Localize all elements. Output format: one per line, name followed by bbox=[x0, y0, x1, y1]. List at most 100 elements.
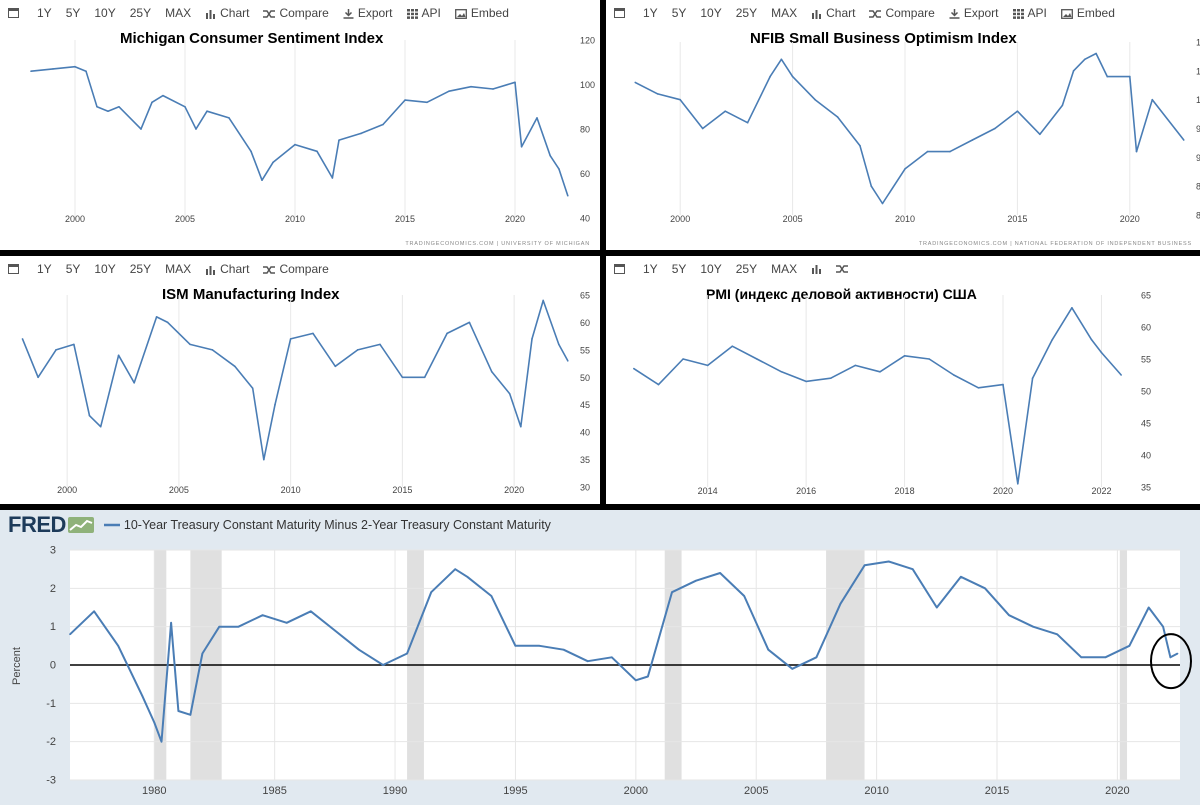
toolbar-max-button[interactable]: MAX bbox=[771, 6, 798, 20]
data-point bbox=[839, 602, 842, 605]
michigan-panel: 1Y 5Y 10Y 25Y MAX Chart Compare Export API Embed … bbox=[0, 0, 600, 250]
toolbar-25y-button[interactable]: 25Y bbox=[129, 262, 152, 276]
toolbar-5y-button[interactable]: 5Y bbox=[65, 6, 81, 20]
toolbar-25y-button[interactable]: 25Y bbox=[735, 262, 758, 276]
data-point bbox=[904, 168, 906, 170]
x-tick-label: 2000 bbox=[57, 485, 77, 495]
toolbar-export-button[interactable]: Export bbox=[949, 6, 999, 20]
data-point bbox=[1169, 656, 1172, 659]
data-point bbox=[949, 150, 951, 153]
x-tick-label: 2000 bbox=[670, 214, 690, 224]
x-tick-label: 2015 bbox=[395, 214, 415, 224]
x-tick-label: 2020 bbox=[993, 486, 1013, 496]
chart-title: Michigan Consumer Sentiment Index bbox=[120, 30, 384, 47]
data-point bbox=[731, 345, 734, 347]
bar-chart-icon[interactable] bbox=[811, 264, 822, 274]
toolbar-api-button[interactable]: API bbox=[1012, 6, 1047, 20]
data-point bbox=[542, 299, 544, 302]
calendar-icon[interactable] bbox=[614, 264, 629, 274]
data-point bbox=[952, 374, 955, 376]
toolbar-max-button[interactable]: MAX bbox=[165, 262, 192, 276]
data-point bbox=[261, 614, 264, 616]
data-point bbox=[746, 121, 749, 124]
toolbar-compare-button[interactable]: Compare bbox=[263, 6, 329, 20]
data-point bbox=[1106, 75, 1109, 78]
data-point bbox=[1051, 339, 1054, 341]
toolbar-25y-button[interactable]: 25Y bbox=[735, 6, 758, 20]
toolbar-25y-button[interactable]: 25Y bbox=[129, 6, 152, 20]
toolbar-5y-button[interactable]: 5Y bbox=[671, 262, 687, 276]
bar-chart-icon bbox=[205, 8, 216, 19]
toolbar-compare-button[interactable]: Compare bbox=[869, 6, 935, 20]
shuffle-icon[interactable] bbox=[836, 264, 849, 274]
michigan-chart: 2000 2005 2010 2015 2020 40 60 80 100 120 bbox=[30, 36, 595, 224]
data-point bbox=[490, 595, 493, 597]
toolbar-5y-button[interactable]: 5Y bbox=[671, 6, 687, 20]
toolbar-chart-button[interactable]: Chart bbox=[205, 6, 249, 20]
series-line bbox=[633, 306, 1122, 485]
image-icon bbox=[1060, 8, 1073, 19]
shuffle-icon bbox=[869, 8, 882, 18]
toolbar-1y-button[interactable]: 1Y bbox=[37, 6, 52, 20]
data-point bbox=[791, 668, 794, 670]
data-point bbox=[309, 610, 312, 613]
fred-panel: FRED 10-Year Treasury Constant Maturity … bbox=[0, 510, 1200, 805]
y-tick-label: 45 bbox=[580, 400, 590, 410]
x-tick-label: 1990 bbox=[383, 785, 407, 797]
data-point bbox=[887, 560, 890, 563]
nfib-toolbar: 1Y 5Y 10Y 25Y MAX Chart Compare Export API Embed bbox=[606, 0, 1200, 26]
series-line bbox=[21, 299, 569, 461]
data-point bbox=[879, 371, 881, 373]
toolbar-1y-button[interactable]: 1Y bbox=[37, 262, 52, 276]
data-point bbox=[334, 365, 337, 368]
y-tick-label: 3 bbox=[50, 545, 56, 557]
toolbar-chart-button[interactable]: Chart bbox=[811, 6, 855, 20]
toolbar-1y-button[interactable]: 1Y bbox=[643, 262, 658, 276]
toolbar-export-button[interactable]: Export bbox=[343, 6, 393, 20]
toolbar-10y-button[interactable]: 10Y bbox=[94, 262, 116, 276]
toolbar-10y-button[interactable]: 10Y bbox=[700, 262, 722, 276]
shuffle-icon bbox=[263, 8, 276, 18]
toolbar-5y-button[interactable]: 5Y bbox=[65, 262, 81, 276]
toolbar-chart-button[interactable]: Chart bbox=[205, 262, 249, 276]
data-point bbox=[1016, 483, 1019, 485]
calendar-icon[interactable] bbox=[614, 8, 629, 18]
michigan-toolbar: 1Y 5Y 10Y 25Y MAX Chart Compare Export API Embed bbox=[0, 0, 600, 26]
calendar-icon[interactable] bbox=[8, 264, 23, 274]
toolbar-embed-button[interactable]: Embed bbox=[454, 6, 509, 20]
y-tick-label: 50 bbox=[1141, 387, 1151, 397]
data-point bbox=[52, 68, 54, 70]
data-point bbox=[1129, 75, 1131, 78]
data-point bbox=[263, 458, 265, 461]
x-tick-label: 2010 bbox=[285, 214, 305, 224]
toolbar-10y-button[interactable]: 10Y bbox=[94, 6, 116, 20]
toolbar-1y-button[interactable]: 1Y bbox=[643, 6, 658, 20]
grid-icon bbox=[1012, 8, 1024, 19]
fred-header: FRED 10-Year Treasury Constant Maturity … bbox=[0, 510, 551, 540]
series-line bbox=[30, 65, 569, 197]
data-point bbox=[160, 740, 163, 743]
toolbar-embed-button[interactable]: Embed bbox=[1060, 6, 1115, 20]
data-point bbox=[1031, 377, 1034, 379]
calendar-icon[interactable] bbox=[8, 8, 23, 18]
toolbar-api-button[interactable]: API bbox=[406, 6, 441, 20]
y-tick-label: 35 bbox=[1141, 483, 1151, 493]
x-tick-label: 2020 bbox=[505, 214, 525, 224]
data-point bbox=[1072, 70, 1075, 72]
toolbar-max-button[interactable]: MAX bbox=[165, 6, 192, 20]
data-point bbox=[815, 656, 818, 659]
data-point bbox=[903, 355, 906, 357]
fred-logo: FRED bbox=[8, 512, 66, 537]
toolbar-max-button[interactable]: MAX bbox=[771, 262, 798, 276]
bar-chart-icon bbox=[205, 264, 216, 275]
fred-legend: 10-Year Treasury Constant Maturity Minus… bbox=[123, 518, 551, 532]
x-tick-label: 2014 bbox=[698, 486, 718, 496]
y-tick-label: 60 bbox=[580, 169, 590, 179]
toolbar-compare-button[interactable]: Compare bbox=[263, 262, 329, 276]
data-point bbox=[911, 568, 914, 570]
data-point bbox=[520, 146, 523, 148]
data-point bbox=[454, 568, 457, 570]
data-point bbox=[558, 343, 560, 346]
x-tick-label: 2005 bbox=[169, 485, 189, 495]
toolbar-10y-button[interactable]: 10Y bbox=[700, 6, 722, 20]
